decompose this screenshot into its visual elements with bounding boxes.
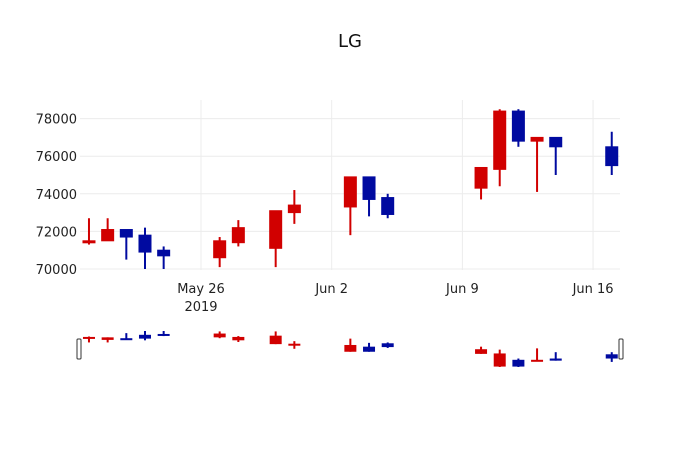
slider-candle [605, 352, 618, 362]
candle[interactable] [343, 176, 357, 236]
candle[interactable] [530, 136, 544, 192]
range-slider-candles [82, 331, 618, 367]
slider-candle [344, 338, 357, 352]
candle[interactable] [511, 109, 525, 147]
slider-candle [512, 358, 525, 367]
chart-title: LG [338, 31, 362, 52]
x-tick-year-label: 2019 [184, 300, 217, 315]
slider-candle [213, 331, 226, 339]
slider-candle [493, 349, 506, 367]
candle[interactable] [119, 229, 133, 260]
candle[interactable] [138, 227, 152, 269]
y-tick-label: 74000 [36, 188, 77, 203]
y-tick-label: 70000 [36, 263, 77, 278]
candle[interactable] [362, 176, 376, 217]
candles-main[interactable] [82, 109, 619, 269]
y-tick-label: 78000 [36, 113, 77, 128]
slider-candle [531, 348, 544, 362]
slider-candle [549, 352, 562, 361]
candle[interactable] [287, 190, 301, 224]
candle[interactable] [549, 136, 563, 175]
candle[interactable] [213, 237, 227, 268]
slider-candle [381, 342, 394, 348]
x-tick-label: May 26 [177, 282, 225, 297]
slider-candle [288, 341, 301, 349]
candle[interactable] [269, 210, 283, 268]
slider-candle [101, 337, 114, 343]
candle[interactable] [605, 131, 619, 175]
slider-candle [269, 331, 282, 345]
candle[interactable] [231, 220, 245, 247]
x-axis: May 26 2019 Jun 2 Jun 9 Jun 16 [177, 282, 613, 315]
candle[interactable] [474, 166, 488, 200]
slider-candle [232, 336, 245, 343]
slider-candle [120, 333, 133, 341]
x-tick-label: Jun 16 [572, 282, 614, 297]
candle[interactable] [493, 109, 507, 187]
slider-candle [138, 331, 151, 341]
candle[interactable] [381, 193, 395, 219]
candle[interactable] [82, 218, 96, 245]
x-tick-label: Jun 2 [314, 282, 348, 297]
slider-candle [82, 336, 95, 343]
y-tick-label: 72000 [36, 225, 77, 240]
y-tick-label: 76000 [36, 150, 77, 165]
range-slider-left-handle[interactable] [76, 338, 82, 360]
slider-candle [363, 342, 376, 352]
slider-candle [475, 346, 488, 354]
slider-candle [157, 331, 170, 337]
x-tick-label: Jun 9 [445, 282, 479, 297]
range-slider-right-handle[interactable] [618, 338, 624, 360]
candle[interactable] [101, 218, 115, 242]
y-axis: 70000 72000 74000 76000 78000 [36, 113, 77, 278]
range-slider[interactable] [76, 331, 624, 367]
candle[interactable] [157, 246, 171, 269]
